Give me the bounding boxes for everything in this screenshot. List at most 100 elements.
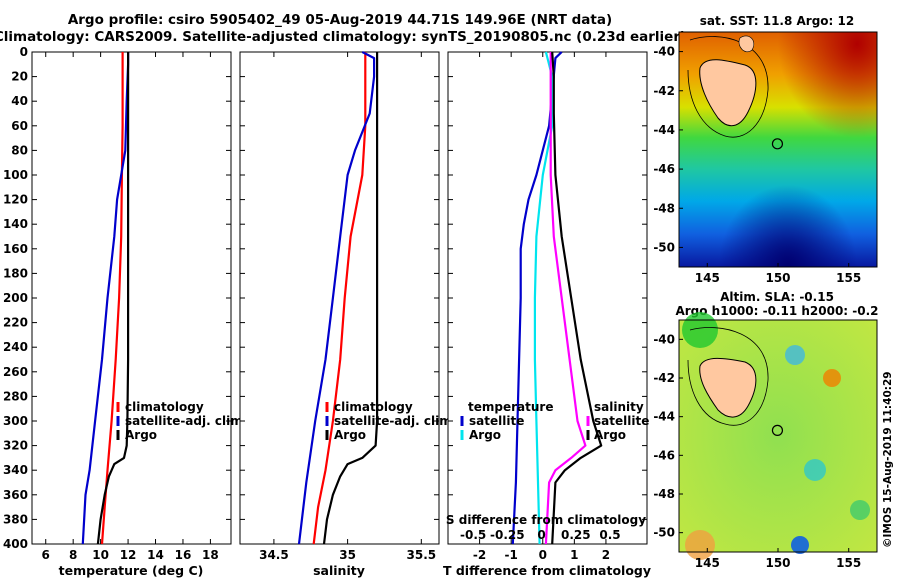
depth-tick-label: 400 (3, 537, 28, 551)
depth-tick-label: 20 (11, 70, 28, 84)
legend-t-argo-label: Argo (469, 428, 501, 442)
sla-field (679, 320, 877, 552)
map-y-tick-label: -44 (653, 123, 675, 137)
sla-anomaly (823, 369, 841, 387)
depth-tick-label: 200 (3, 291, 28, 305)
map-y-tick-label: -42 (653, 371, 675, 385)
map-y-tick-label: -42 (653, 84, 675, 98)
sla-map-title-line1: Altim. SLA: -0.15 (720, 290, 834, 304)
sla-anomaly (791, 536, 809, 554)
depth-tick-label: 80 (11, 143, 28, 157)
series-line-satellite-adj-clim- (297, 51, 376, 545)
difference-series (511, 51, 603, 545)
x-tick-label: -2 (473, 548, 486, 562)
s-difference-tick-label: 0.25 (561, 528, 591, 542)
legend-climatology-label: climatology (334, 400, 413, 414)
depth-tick-label: 0 (20, 45, 28, 59)
s-difference-tick-label: -0.25 (490, 528, 525, 542)
depth-tick-label: 140 (3, 217, 28, 231)
x-tick-label: 35.5 (407, 548, 437, 562)
legend-s-satellite-label: satellite (594, 414, 649, 428)
x-tick-label: 18 (202, 548, 219, 562)
s-difference-tick-label: 0.5 (599, 528, 620, 542)
difference-panel: -2 -1 0 1 2 temperature satellite Argo salin… (443, 51, 651, 578)
map-y-tick-label: -40 (653, 332, 675, 346)
depth-tick-label: 180 (3, 266, 28, 280)
sla-map-ticks: 145 150 155 -40 -42 -44 -46 -48 -50 (653, 332, 861, 570)
temperature-legend: climatology satellite-adj. clim. Argo (116, 400, 247, 442)
difference-legend-salinity: salinity satellite Argo (586, 400, 649, 442)
salinity-xlabel: salinity (313, 563, 365, 578)
salinity-ticks: 34.5 35 35.5 (240, 51, 439, 562)
map-x-tick-label: 145 (695, 556, 720, 570)
x-tick-label: 14 (147, 548, 164, 562)
series-line-temperature-argo (533, 51, 554, 545)
header-title-line2: Climatology: CARS2009. Satellite-adjuste… (0, 29, 686, 45)
x-tick-label: 16 (175, 548, 192, 562)
depth-tick-label: 380 (3, 512, 28, 526)
depth-tick-label: 260 (3, 365, 28, 379)
legend-argo-label: Argo (334, 428, 366, 442)
bathymetry-contour (687, 36, 769, 138)
sla-anomaly (850, 500, 870, 520)
map-x-tick-label: 145 (695, 271, 720, 285)
depth-tick-label: 160 (3, 242, 28, 256)
depth-tick-label: 300 (3, 414, 28, 428)
depth-tick-label: 240 (3, 340, 28, 354)
series-line-argo (322, 52, 379, 545)
map-x-tick-label: 150 (765, 556, 790, 570)
map-y-tick-label: -46 (653, 448, 675, 462)
x-tick-label: 12 (120, 548, 137, 562)
x-tick-label: 6 (42, 548, 50, 562)
map-y-tick-label: -50 (653, 526, 675, 540)
sla-anomaly (682, 312, 718, 348)
temperature-panel: 6 8 10 12 14 16 18 climatology satellite-adj. … (31, 51, 247, 578)
s-difference-tick-label: -0.5 (460, 528, 486, 542)
depth-tick-label: 100 (3, 168, 28, 182)
sla-map-panel: Altim. SLA: -0.15 Argo h1000: -0.11 h200… (653, 290, 878, 570)
s-difference-tick-label: 0 (537, 528, 545, 542)
depth-tick-label: 40 (11, 94, 28, 108)
legend-satellite-label: satellite-adj. clim. (334, 414, 456, 428)
depth-tick-label: 60 (11, 119, 28, 133)
sla-anomaly (804, 459, 826, 481)
salinity-legend: climatology satellite-adj. clim. Argo (325, 400, 456, 442)
salinity-plot-frame (239, 51, 440, 545)
depth-tick-label: 360 (3, 488, 28, 502)
difference-ticks: -2 -1 0 1 2 (448, 51, 647, 562)
imos-credit: ©IMOS 15-Aug-2019 11:40:29 (882, 371, 894, 548)
bathymetry-contour (687, 327, 769, 426)
x-tick-label: 34.5 (259, 548, 289, 562)
depth-tick-label: 340 (3, 463, 28, 477)
argo-position-marker (771, 424, 784, 436)
sst-map-title: sat. SST: 11.8 Argo: 12 (700, 14, 854, 28)
sst-map-panel: sat. SST: 11.8 Argo: 12 145 150 155 -40 -42 -… (653, 14, 878, 285)
depth-tick-label: 320 (3, 439, 28, 453)
difference-legend-temperature: temperature satellite Argo (460, 400, 553, 442)
series-line-argo (96, 52, 130, 545)
series-line-climatology (312, 52, 367, 545)
map-x-tick-label: 150 (765, 271, 790, 285)
depth-axis-labels: 0 20 40 60 80 100 120 140 160 180 200 220 240 260 280 3… (3, 45, 28, 551)
temperature-ticks: 6 8 10 12 14 16 18 (32, 51, 231, 562)
legend-satellite-label: satellite-adj. clim. (125, 414, 247, 428)
x-tick-label: 1 (570, 548, 578, 562)
x-tick-label: 8 (69, 548, 77, 562)
sst-map-ticks: 145 150 155 -40 -42 -44 -46 -48 -50 (653, 45, 861, 285)
x-tick-label: 2 (602, 548, 610, 562)
island-landmass (738, 35, 755, 53)
sla-anomaly (785, 345, 805, 365)
series-line-satellite-adj-clim- (81, 52, 130, 545)
legend-temperature-title: temperature (468, 400, 553, 414)
tasmania-landmass (699, 59, 757, 127)
map-y-tick-label: -48 (653, 201, 675, 215)
legend-s-argo-label: Argo (594, 428, 626, 442)
argo-position-marker (771, 138, 784, 150)
s-difference-ticks: -0.5 -0.25 0 0.25 0.5 (460, 528, 621, 542)
map-x-tick-label: 155 (836, 556, 861, 570)
series-line-salinity-satellite (544, 52, 587, 545)
temperature-plot-frame (31, 51, 232, 545)
sla-map-title-line2: Argo h1000: -0.11 h2000: -0.2 (675, 304, 878, 318)
depth-tick-label: 220 (3, 316, 28, 330)
temperature-xlabel: temperature (deg C) (59, 563, 204, 578)
